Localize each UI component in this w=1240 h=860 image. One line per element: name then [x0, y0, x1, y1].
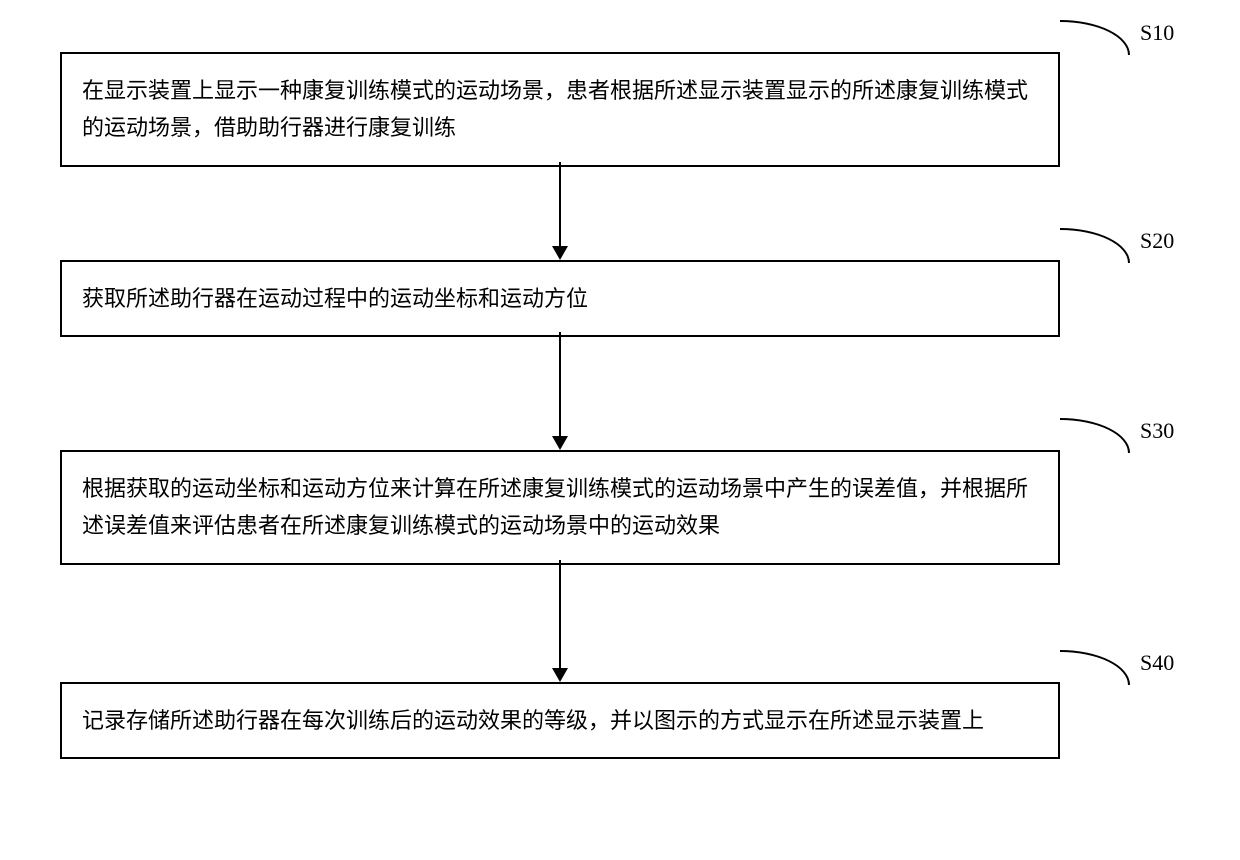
arrow-line-2 [559, 332, 561, 436]
arrow-line-3 [559, 560, 561, 668]
step-label-s30: S30 [1140, 418, 1174, 444]
step-label-s10: S10 [1140, 20, 1174, 46]
arrow-head-3 [552, 668, 568, 682]
flow-step-s40-text: 记录存储所述助行器在每次训练后的运动效果的等级，并以图示的方式显示在所述显示装置… [82, 708, 984, 733]
arrow-head-2 [552, 436, 568, 450]
flow-step-s30: 根据获取的运动坐标和运动方位来计算在所述康复训练模式的运动场景中产生的误差值，并… [60, 450, 1060, 565]
flow-step-s30-text: 根据获取的运动坐标和运动方位来计算在所述康复训练模式的运动场景中产生的误差值，并… [82, 476, 1028, 538]
flow-step-s20: 获取所述助行器在运动过程中的运动坐标和运动方位 [60, 260, 1060, 337]
arrow-head-1 [552, 246, 568, 260]
step-label-s20: S20 [1140, 228, 1174, 254]
label-connector-s10 [1060, 20, 1130, 55]
label-connector-s30 [1060, 418, 1130, 453]
flow-step-s10: 在显示装置上显示一种康复训练模式的运动场景，患者根据所述显示装置显示的所述康复训… [60, 52, 1060, 167]
arrow-line-1 [559, 162, 561, 246]
flow-step-s40: 记录存储所述助行器在每次训练后的运动效果的等级，并以图示的方式显示在所述显示装置… [60, 682, 1060, 759]
label-connector-s40 [1060, 650, 1130, 685]
flow-step-s10-text: 在显示装置上显示一种康复训练模式的运动场景，患者根据所述显示装置显示的所述康复训… [82, 78, 1028, 140]
step-label-s40: S40 [1140, 650, 1174, 676]
flow-step-s20-text: 获取所述助行器在运动过程中的运动坐标和运动方位 [82, 286, 588, 311]
label-connector-s20 [1060, 228, 1130, 263]
